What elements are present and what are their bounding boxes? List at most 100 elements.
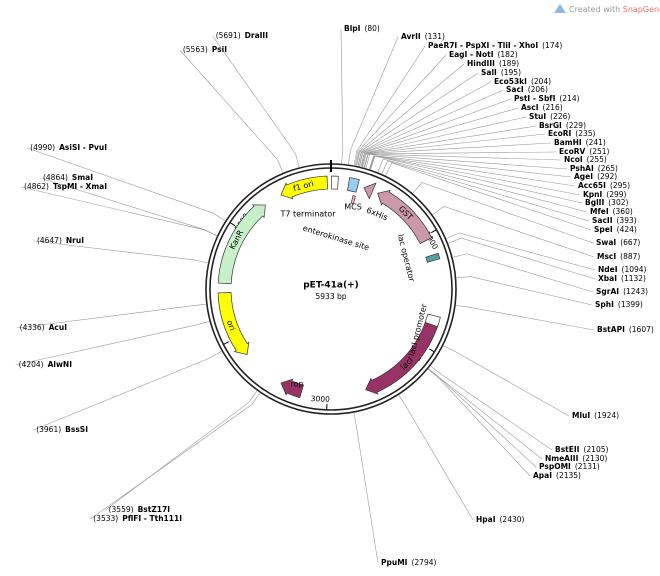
- enzyme-label: PpuMI(2794): [381, 558, 436, 567]
- enzyme-name: EcoRI: [548, 129, 571, 138]
- enzyme-name: AsiSI - PvuI: [59, 143, 107, 152]
- enzyme-position: (1094): [622, 265, 647, 274]
- enzyme-leader: [456, 305, 594, 330]
- enzyme-leader: [90, 393, 260, 519]
- enzyme-name: ApaI: [533, 471, 552, 480]
- enzyme-label: (4990)AsiSI - PvuI: [30, 143, 107, 152]
- enzyme-position: (667): [620, 238, 640, 247]
- enzyme-position: (214): [559, 94, 579, 103]
- enzyme-name: SphI: [595, 300, 614, 309]
- enzyme-name: BstAPI: [597, 325, 625, 334]
- enzyme-leader: [429, 369, 542, 459]
- enzyme-position: (1924): [594, 411, 619, 420]
- enzyme-name: PspOMI: [539, 462, 571, 471]
- enzyme-position: (295): [610, 181, 630, 190]
- enzyme-label: Acc65I(295): [578, 181, 630, 190]
- enzyme-label: ApaI(2135): [533, 471, 581, 480]
- enzyme-position: (235): [575, 129, 595, 138]
- enzyme-label: SacI(206): [506, 85, 548, 94]
- enzyme-name: SpeI: [594, 225, 613, 234]
- enzyme-name: MluI: [572, 411, 590, 420]
- enzyme-name: BstEII: [555, 445, 580, 454]
- enzyme-leader: [444, 346, 569, 416]
- enzyme-position: (131): [425, 32, 445, 41]
- enzyme-name: BlpI: [344, 24, 361, 33]
- enzyme-label: NcoI(255): [564, 155, 607, 164]
- enzyme-leader: [21, 187, 217, 236]
- enzyme-leader: [371, 156, 582, 203]
- enzyme-label: SalI(195): [481, 68, 521, 77]
- enzyme-position: (2131): [575, 462, 600, 471]
- enzyme-site: (4204)AlwNI: [16, 321, 210, 369]
- enzyme-name: StuI: [529, 112, 546, 121]
- enzyme-label: BlpI(80): [344, 24, 380, 33]
- enzyme-name: AcuI: [49, 323, 68, 332]
- enzyme-position: (216): [543, 103, 563, 112]
- enzyme-name: SacI: [506, 85, 524, 94]
- enzyme-label: (4204)AlwNI: [19, 360, 73, 369]
- enzyme-label: (5563)PsiI: [183, 45, 227, 54]
- enzyme-position: (393): [617, 216, 637, 225]
- enzyme-name: MfeI: [590, 207, 609, 216]
- enzyme-position: (189): [499, 59, 519, 68]
- feature: rop: [281, 379, 304, 397]
- feature-box: [426, 253, 440, 262]
- feature-label: lac operator: [396, 233, 417, 283]
- enzyme-position: (1399): [618, 300, 643, 309]
- enzyme-position: (1607): [629, 325, 654, 334]
- enzyme-label: XbaI(1132): [598, 274, 646, 283]
- enzyme-name: PflFI - Tth111I: [122, 514, 182, 523]
- credit: Created with SnapGene®: [554, 4, 660, 14]
- enzyme-leader: [370, 156, 575, 186]
- enzyme-name: EagI - NotI: [449, 50, 494, 59]
- enzyme-label: AgeI(292): [574, 172, 617, 181]
- enzyme-position: (2794): [411, 558, 436, 567]
- tick-mark: [429, 349, 434, 352]
- enzyme-position: (4862): [24, 182, 49, 191]
- enzyme-leader: [399, 395, 473, 520]
- enzyme-label: StuI (226): [529, 112, 570, 121]
- enzyme-label: EcoRI (235): [548, 129, 596, 138]
- feature-box: [331, 176, 338, 189]
- enzyme-name: DraIII: [245, 31, 269, 40]
- enzyme-leader: [180, 50, 283, 173]
- enzyme-site: (5563)PsiI: [180, 45, 283, 173]
- enzyme-label: (5691) DraIII: [216, 31, 269, 40]
- enzyme-site: XbaI(1132): [448, 238, 646, 283]
- enzyme-name: XbaI: [598, 274, 617, 283]
- enzyme-leader: [357, 73, 478, 166]
- enzyme-position: (4864): [43, 173, 68, 182]
- enzyme-name: BstZ17I: [138, 505, 171, 514]
- tick-mark: [223, 342, 228, 345]
- enzyme-label: (4862) TspMI - XmaI: [24, 182, 107, 191]
- enzyme-label: BstEII(2105): [555, 445, 608, 454]
- enzyme-position: (226): [550, 112, 570, 121]
- enzyme-leader: [433, 206, 594, 257]
- enzyme-label: MluI (1924): [572, 411, 619, 420]
- enzyme-position: (2105): [583, 445, 608, 454]
- tick-label: 3000: [311, 394, 331, 404]
- enzyme-leader: [366, 154, 567, 169]
- enzyme-name: AlwNI: [48, 360, 73, 369]
- enzyme-label: PstI - SbfI(214): [514, 94, 580, 103]
- feature: ori: [218, 292, 249, 354]
- enzyme-label: HpaI(2430): [476, 515, 525, 524]
- feature: lacI: [366, 320, 439, 394]
- enzyme-position: (5563): [183, 45, 208, 54]
- enzyme-position: (5691): [216, 31, 241, 40]
- feature-arrow: [366, 320, 439, 394]
- enzyme-site: (4862) TspMI - XmaI: [21, 182, 217, 236]
- enzyme-leader: [348, 37, 398, 164]
- enzyme-position: (4647): [37, 236, 62, 245]
- enzyme-leader: [369, 156, 571, 177]
- enzyme-leader: [446, 233, 595, 270]
- enzyme-position: (195): [501, 68, 521, 77]
- enzyme-position: (80): [364, 24, 379, 33]
- credit-brand: SnapGene®: [623, 5, 660, 14]
- enzyme-name: TspMI - XmaI: [53, 182, 107, 191]
- enzyme-name: SwaI: [596, 238, 616, 247]
- enzyme-name: NruI: [66, 236, 84, 245]
- enzyme-name: NcoI: [564, 155, 583, 164]
- enzyme-name: MscI: [597, 252, 616, 261]
